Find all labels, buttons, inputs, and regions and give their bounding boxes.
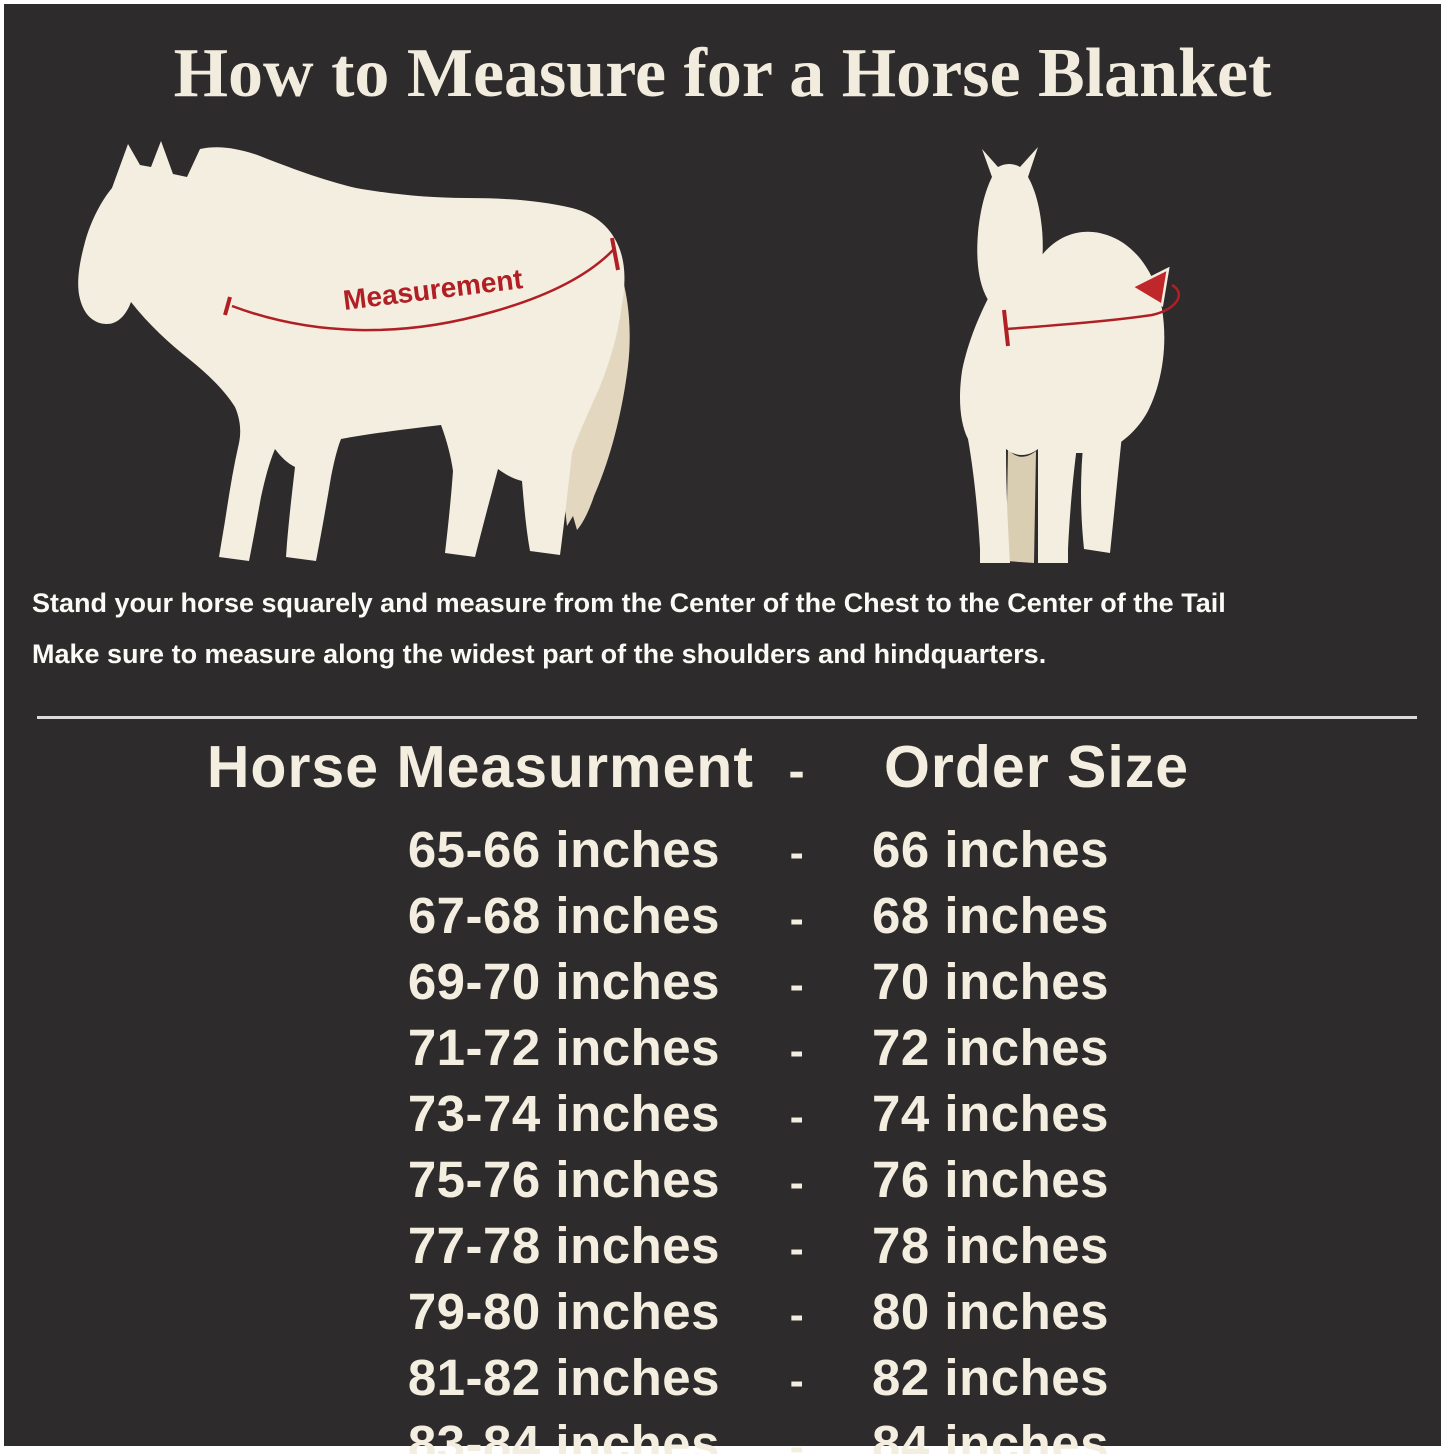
row-separator: - xyxy=(789,895,805,942)
measurement-end-tick xyxy=(610,237,620,271)
side-view-horse-diagram: Measurement xyxy=(78,141,630,561)
infographic-panel: How to Measure for a Horse Blanket Measu… xyxy=(4,4,1441,1454)
table-row: 65-66 inches - 66 inches xyxy=(4,818,1441,884)
measurement-start-tick xyxy=(223,296,232,316)
divider-line xyxy=(37,716,1417,719)
row-order-size: 74 inches xyxy=(872,1085,1109,1142)
row-separator: - xyxy=(789,1291,805,1338)
row-measurement: 83-84 inches xyxy=(407,1415,720,1454)
header-order-size: Order Size xyxy=(884,734,1190,800)
table-row: 73-74 inches - 74 inches xyxy=(4,1082,1441,1148)
table-row: 77-78 inches - 78 inches xyxy=(4,1214,1441,1280)
row-order-size: 84 inches xyxy=(872,1415,1109,1454)
size-table-header: Horse Measurment - Order Size xyxy=(4,730,1441,808)
instructions-text: Stand your horse squarely and measure fr… xyxy=(32,578,1431,680)
row-separator: - xyxy=(789,829,805,876)
size-table: Horse Measurment - Order Size 65-66 inch… xyxy=(4,730,1441,1454)
table-row: 79-80 inches - 80 inches xyxy=(4,1280,1441,1346)
row-measurement: 69-70 inches xyxy=(407,953,720,1010)
page-title: How to Measure for a Horse Blanket xyxy=(173,35,1272,112)
header-separator: - xyxy=(788,744,806,798)
row-separator: - xyxy=(789,1159,805,1206)
row-separator: - xyxy=(789,1357,805,1404)
row-measurement: 79-80 inches xyxy=(407,1283,720,1340)
row-separator: - xyxy=(789,1093,805,1140)
table-row: 67-68 inches - 68 inches xyxy=(4,884,1441,950)
row-measurement: 81-82 inches xyxy=(407,1349,720,1406)
girth-arrowhead-icon xyxy=(1129,266,1170,308)
instructions-line-2: Make sure to measure along the widest pa… xyxy=(32,639,1047,669)
row-order-size: 72 inches xyxy=(872,1019,1109,1076)
table-row: 75-76 inches - 76 inches xyxy=(4,1148,1441,1214)
row-measurement: 67-68 inches xyxy=(407,887,720,944)
table-row: 81-82 inches - 82 inches xyxy=(4,1346,1441,1412)
table-row: 69-70 inches - 70 inches xyxy=(4,950,1441,1016)
front-view-horse-diagram xyxy=(960,147,1180,563)
row-measurement: 75-76 inches xyxy=(407,1151,720,1208)
row-order-size: 78 inches xyxy=(872,1217,1109,1274)
horse-head xyxy=(977,147,1043,312)
row-separator: - xyxy=(789,1225,805,1272)
row-order-size: 80 inches xyxy=(872,1283,1109,1340)
size-table-body: 65-66 inches - 66 inches 67-68 inches - … xyxy=(4,818,1441,1454)
row-order-size: 66 inches xyxy=(872,821,1109,878)
row-separator: - xyxy=(789,1027,805,1074)
row-separator: - xyxy=(789,1423,805,1454)
row-order-size: 68 inches xyxy=(872,887,1109,944)
row-measurement: 71-72 inches xyxy=(407,1019,720,1076)
measurement-line xyxy=(231,247,616,332)
row-measurement: 65-66 inches xyxy=(407,821,720,878)
horse-body xyxy=(78,141,625,561)
row-order-size: 76 inches xyxy=(872,1151,1109,1208)
girth-line xyxy=(1005,283,1180,331)
table-row: 83-84 inches - 84 inches xyxy=(4,1412,1441,1454)
table-row: 71-72 inches - 72 inches xyxy=(4,1016,1441,1082)
row-measurement: 77-78 inches xyxy=(407,1217,720,1274)
instructions-line-1: Stand your horse squarely and measure fr… xyxy=(32,588,1226,618)
row-measurement: 73-74 inches xyxy=(407,1085,720,1142)
row-order-size: 70 inches xyxy=(872,953,1109,1010)
horse-chest-front-legs xyxy=(960,276,1086,563)
horse-hind-leg-shaded xyxy=(1006,449,1036,563)
header-horse-measurement: Horse Measurment xyxy=(206,734,754,800)
row-separator: - xyxy=(789,961,805,1008)
row-order-size: 82 inches xyxy=(872,1349,1109,1406)
horse-hind-leg xyxy=(1081,435,1122,553)
